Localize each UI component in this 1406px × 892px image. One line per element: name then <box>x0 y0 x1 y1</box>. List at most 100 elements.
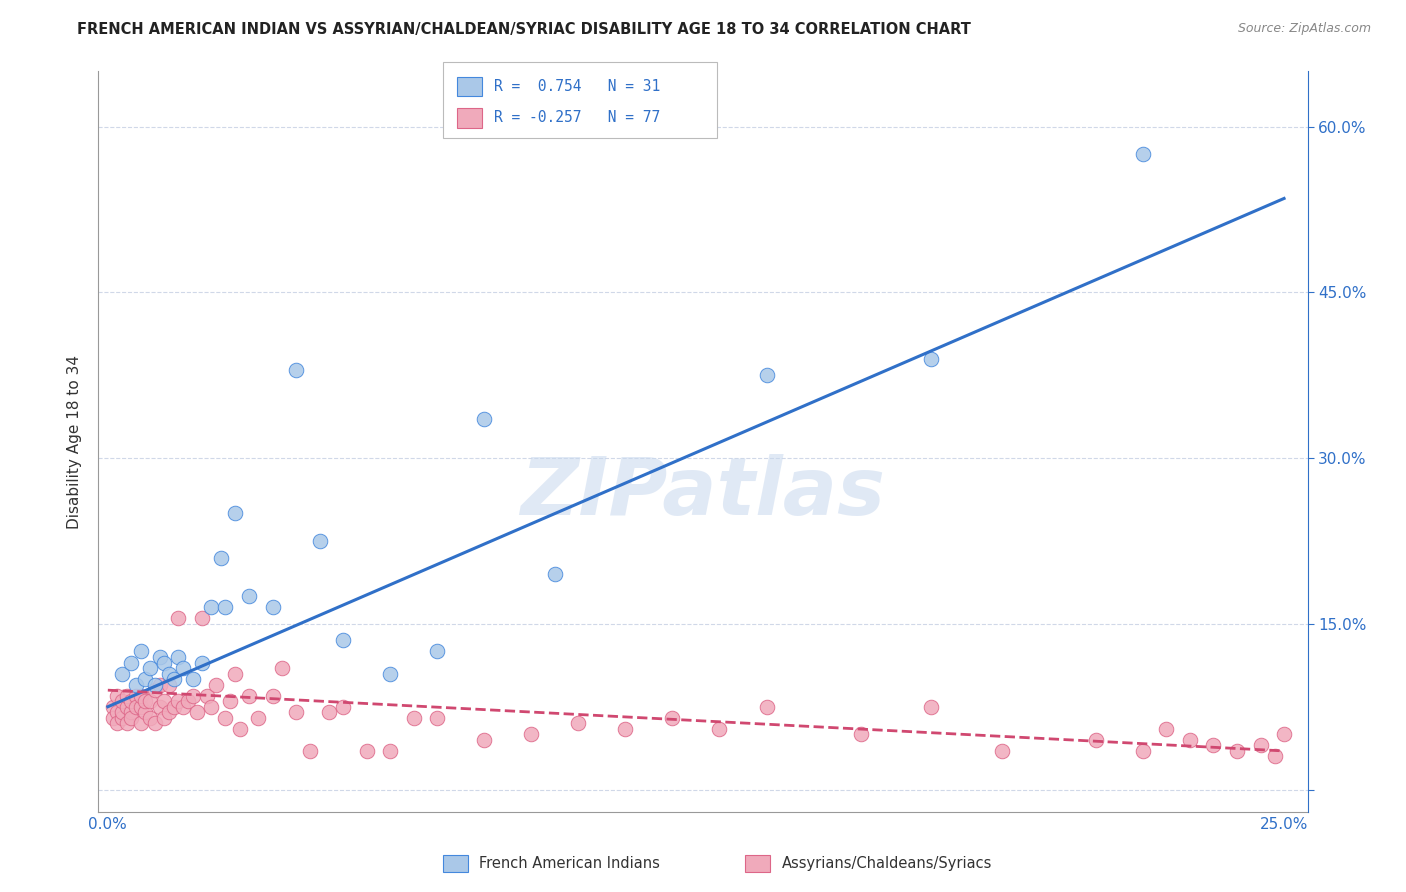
Point <box>125 699 148 714</box>
Point <box>308 533 330 548</box>
Point <box>134 672 156 686</box>
Point <box>426 711 449 725</box>
Point <box>172 699 194 714</box>
Point <box>332 633 354 648</box>
Point <box>1272 727 1295 741</box>
Point <box>167 611 190 625</box>
Point <box>378 744 401 758</box>
Point <box>134 694 156 708</box>
Point <box>153 656 176 670</box>
Point <box>195 689 218 703</box>
Point <box>544 567 567 582</box>
Point <box>105 716 128 731</box>
Point <box>205 678 228 692</box>
Point <box>191 656 214 670</box>
Point <box>567 716 589 731</box>
Text: Source: ZipAtlas.com: Source: ZipAtlas.com <box>1237 22 1371 36</box>
Point <box>125 689 148 703</box>
Point <box>143 683 166 698</box>
Point <box>1178 732 1201 747</box>
Point <box>120 706 142 720</box>
Point <box>755 368 778 383</box>
Point <box>755 699 778 714</box>
Point <box>1226 744 1249 758</box>
Point <box>111 706 134 720</box>
Point <box>101 711 124 725</box>
Point <box>191 611 214 625</box>
Point <box>920 699 942 714</box>
Point <box>181 672 204 686</box>
Point <box>1156 722 1178 736</box>
Point <box>262 600 284 615</box>
Point <box>115 699 138 714</box>
Point <box>219 694 242 708</box>
Point <box>139 661 162 675</box>
Y-axis label: Disability Age 18 to 34: Disability Age 18 to 34 <box>67 354 83 529</box>
Point <box>200 699 222 714</box>
Point <box>149 678 172 692</box>
Point <box>614 722 637 736</box>
Point <box>472 732 495 747</box>
Point <box>143 716 166 731</box>
Point <box>181 689 204 703</box>
Point <box>153 711 176 725</box>
Point <box>920 351 942 366</box>
Point <box>157 678 180 692</box>
Point <box>120 656 142 670</box>
Point <box>224 666 246 681</box>
Point <box>101 699 124 714</box>
Point <box>111 694 134 708</box>
Text: R =  0.754   N = 31: R = 0.754 N = 31 <box>494 79 659 94</box>
Point <box>990 744 1012 758</box>
Point <box>285 362 308 376</box>
Point <box>157 706 180 720</box>
Point <box>299 744 322 758</box>
Point <box>238 589 260 603</box>
Point <box>378 666 401 681</box>
Point <box>149 699 172 714</box>
Point <box>1202 739 1225 753</box>
Point <box>1132 744 1154 758</box>
Point <box>149 650 172 665</box>
Point <box>200 600 222 615</box>
Point <box>228 722 250 736</box>
Point <box>271 661 294 675</box>
Point <box>172 661 194 675</box>
Point <box>111 711 134 725</box>
Point <box>129 716 152 731</box>
Point <box>129 699 152 714</box>
Point <box>115 689 138 703</box>
Point <box>186 706 208 720</box>
Point <box>163 672 186 686</box>
Point <box>105 706 128 720</box>
Point <box>318 706 340 720</box>
Point <box>167 650 190 665</box>
Point <box>849 727 872 741</box>
Point <box>209 550 232 565</box>
Point <box>105 689 128 703</box>
Text: FRENCH AMERICAN INDIAN VS ASSYRIAN/CHALDEAN/SYRIAC DISABILITY AGE 18 TO 34 CORRE: FRENCH AMERICAN INDIAN VS ASSYRIAN/CHALD… <box>77 22 972 37</box>
Point <box>115 716 138 731</box>
Point <box>520 727 543 741</box>
Point <box>426 644 449 658</box>
Point <box>1250 739 1272 753</box>
Point <box>143 678 166 692</box>
Point <box>125 678 148 692</box>
Point <box>134 706 156 720</box>
Point <box>402 711 425 725</box>
Point <box>1264 749 1286 764</box>
Point <box>224 507 246 521</box>
Text: ZIPatlas: ZIPatlas <box>520 454 886 533</box>
Point <box>247 711 270 725</box>
Point <box>139 711 162 725</box>
Point <box>472 412 495 426</box>
Point <box>332 699 354 714</box>
Point <box>120 711 142 725</box>
Point <box>214 711 236 725</box>
Point <box>1084 732 1107 747</box>
Point <box>1132 147 1154 161</box>
Point <box>157 666 180 681</box>
Point <box>661 711 683 725</box>
Point <box>129 644 152 658</box>
Point <box>120 694 142 708</box>
